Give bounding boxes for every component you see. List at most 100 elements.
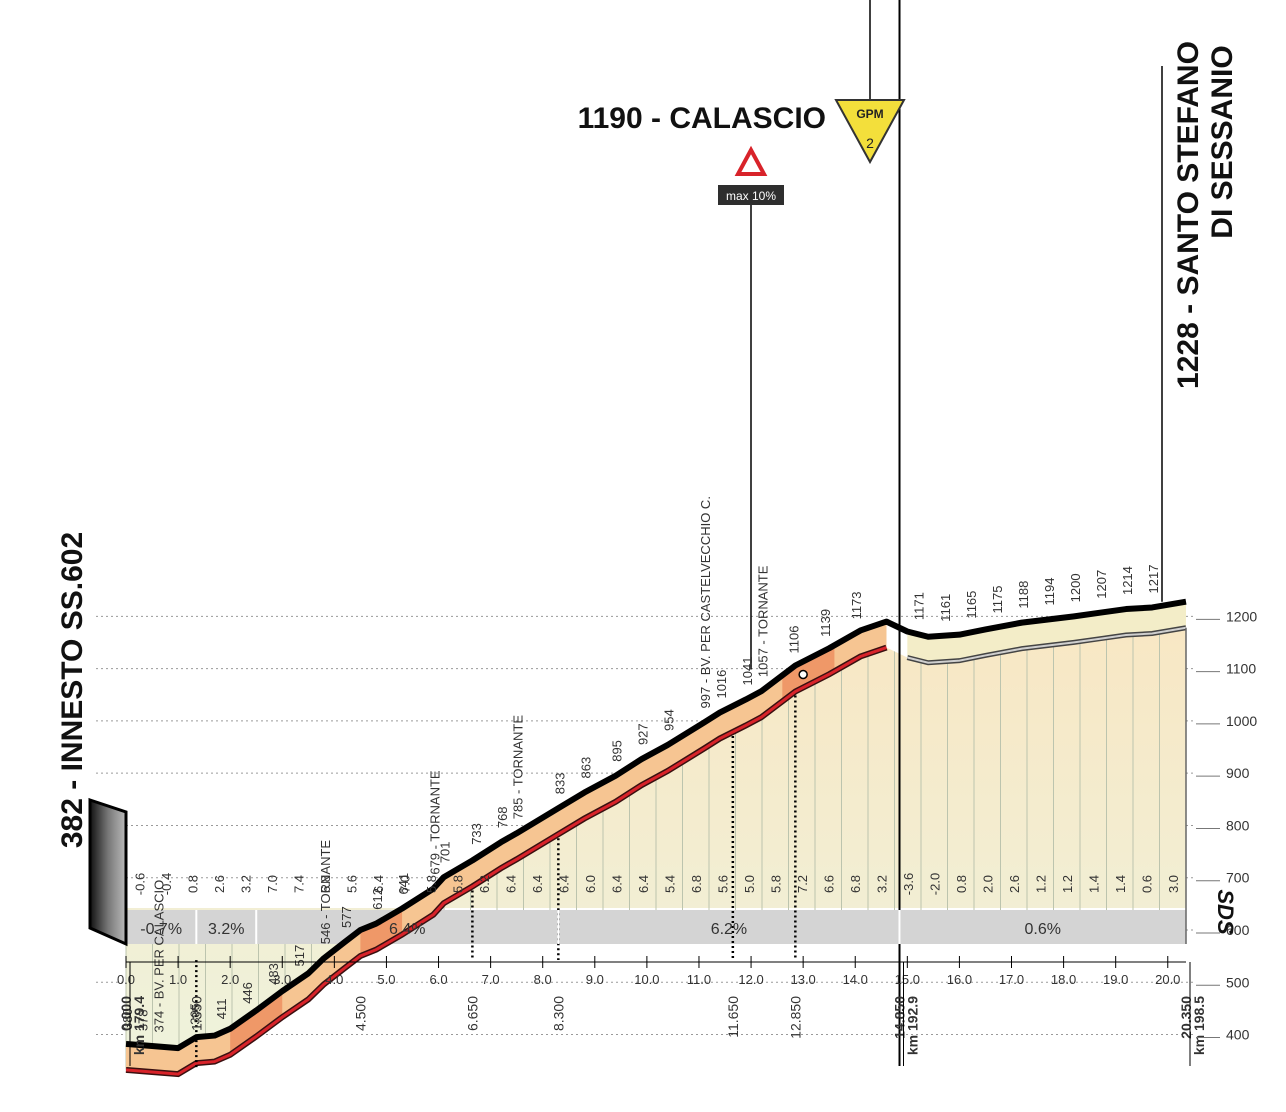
climb-band [126,621,887,1075]
start-label: 382 - INNESTO SS.602 [56,532,89,848]
y-tick-label: 1200 [1226,608,1257,624]
segment-gradient-label: 5.6 [344,875,359,893]
segment-gradient-label: 1.2 [1060,875,1075,893]
race-km-label: km 192.9 [905,996,921,1055]
km-tick-label: 3.0 [273,972,291,987]
point-label: 1200 [1068,573,1083,602]
km-tick-label: 10.0 [634,972,659,987]
segment-gradient-label: 6.4 [556,875,571,893]
segment-gradient-label: 6.6 [821,875,836,893]
point-label: 1217 [1146,565,1161,594]
segment-gradient-label: 0.8 [185,875,200,893]
segment-gradient-label: 5.0 [742,875,757,893]
segment-gradient-label: 0.8 [954,875,969,893]
segment-gradient-label: 7.0 [397,875,412,893]
km-tick-label: 0.0 [117,972,135,987]
point-label: 1194 [1042,578,1057,606]
km-tick-label: 11.0 [687,972,711,987]
key-distance-label: 11.650 [725,996,741,1038]
point-label: 1106 [787,625,802,653]
segment-gradient-label: 5.8 [450,875,465,893]
point-label: 374 - BV. PER CALASCIO [151,880,166,1033]
km-tick-label: 16.0 [947,972,972,987]
km-tick-label: 4.0 [325,972,343,987]
point-label: 997 - BV. PER CASTELVECCHIO C. [698,496,713,708]
km-tick-label: 15.0 [895,972,920,987]
segment-gradient-label: 1.4 [1113,875,1128,893]
sector-average-label: 6.2% [711,921,747,938]
max-gradient-badge: max 10% [718,145,784,205]
point-labels: 380 378 374 - BV. PER CALASCIO 395 411 446 483… [120,496,1181,1032]
segment-gradient-label: -2.0 [927,873,942,895]
point-label: 927 [636,723,651,745]
steep-section-1 [360,908,403,956]
key-distance-label: 6.650 [464,996,480,1031]
segment-gradient-label: 1.4 [1086,875,1101,893]
segment-gradient-label: 2.0 [980,875,995,893]
y-tick-label: 1000 [1226,713,1257,729]
max-gradient-point [798,669,808,680]
point-label: 411 [214,999,229,1020]
segment-gradient-label: 3.0 [1166,875,1181,893]
sector-band [126,910,1186,944]
segment-gradient-label: 5.8 [768,875,783,893]
point-label: 380 [120,1008,135,1030]
segment-dividers [125,627,1187,1074]
segment-gradient-label: 1.2 [1033,875,1048,893]
point-label: 1175 [990,586,1005,614]
segment-gradient-label: 6.4 [636,875,651,893]
km-tick-label: 18.0 [1051,972,1076,987]
point-label: 1016 [714,670,729,699]
point-label: 733 [469,823,484,845]
segment-gradient-label: 0.6 [1139,875,1154,893]
point-label: 378 [136,1009,151,1031]
y-tick-label: 900 [1226,765,1250,781]
key-distance-label: 8.300 [550,996,566,1031]
point-label: 446 [240,982,255,1004]
point-label: 1165 [964,591,979,619]
point-label: 1173 [849,591,864,619]
segment-gradient-label: 3.2 [874,875,889,893]
point-label: 701 [438,841,453,863]
sector-average-label: 0.6% [1025,921,1061,938]
point-label: 641 [396,873,411,895]
point-label: 833 [552,772,567,794]
point-label: 612 [370,888,385,910]
max-gradient-box [718,185,784,205]
descent-low-highlight [907,626,1187,664]
segment-gradient-label: 6.0 [583,875,598,893]
segment-gradient-label: 7.2 [795,875,810,893]
warning-triangle-icon [734,145,768,176]
sds-logo: SDS [1213,889,1238,935]
segment-gradient-label: 2.6 [212,875,227,893]
point-label: 1188 [1016,581,1031,609]
key-distance-label: 1.350 [188,996,204,1031]
point-label: 895 [610,740,625,762]
point-label: 577 [339,906,354,928]
point-label: 768 [495,806,510,828]
km-tick-label: 12.0 [738,972,763,987]
finish-label-line2: DI SESSANIO [1206,45,1239,238]
segment-gradient-label: 2.6 [1007,875,1022,893]
point-label: 1171 [912,592,927,620]
steep-section-0 [230,991,283,1055]
point-label: 517 [292,945,307,967]
key-distance-label: 12.850 [787,996,803,1039]
segment-gradient-label: 6.8 [318,875,333,893]
km-tick-label: 14.0 [843,972,868,987]
max-gradient-text: max 10% [726,189,776,203]
gpm-triangle-icon [834,99,906,165]
point-label: 785 - TORNANTE [511,715,526,820]
point-label: 954 [662,709,677,731]
point-label: 679 - TORNANTE [427,770,442,875]
segment-gradient-label: 6.8 [689,875,704,893]
km-tick-label: 7.0 [482,972,500,987]
segment-gradient-label: 6.8 [848,875,863,893]
race-km-label: km 179.4 [131,996,147,1055]
key-distance-label: 4.500 [352,996,368,1031]
km-tick-label: 13.0 [790,972,815,987]
point-label: 483 [266,963,281,985]
profile-top-line [125,598,1187,1052]
elevation-axis: 400 500 600 700 800 900 1000 1100 1200 [1196,608,1257,1043]
